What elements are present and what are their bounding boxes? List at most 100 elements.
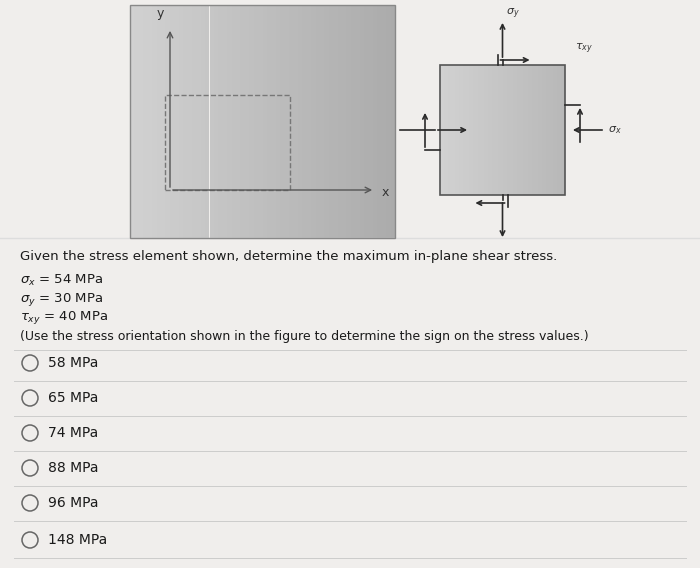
Bar [333,5,337,238]
Bar [316,5,320,238]
Bar [522,65,524,195]
Bar [262,5,267,238]
Bar [232,5,236,238]
Text: y: y [156,7,164,20]
Text: $\sigma_x$: $\sigma_x$ [608,124,622,136]
Bar [245,5,249,238]
Bar [511,65,513,195]
Bar [320,5,324,238]
Bar [139,5,143,238]
Bar [267,5,272,238]
Bar [289,5,293,238]
Bar [342,5,346,238]
Bar [373,5,377,238]
Bar [473,65,475,195]
Bar [556,65,559,195]
Bar [492,65,494,195]
Bar [178,5,183,238]
Bar [486,65,488,195]
Bar [214,5,218,238]
Text: 74 MPa: 74 MPa [48,426,98,440]
Bar [513,65,515,195]
Bar [329,5,333,238]
Bar [550,65,552,195]
Bar [201,5,205,238]
Bar [364,5,368,238]
Text: Given the stress element shown, determine the maximum in-plane shear stress.: Given the stress element shown, determin… [20,250,557,263]
Bar [494,65,496,195]
Bar [240,5,245,238]
Bar [148,5,152,238]
Bar [442,65,444,195]
Bar [311,5,316,238]
Text: $\sigma_x$ = 54 MPa: $\sigma_x$ = 54 MPa [20,273,103,288]
Bar [368,5,373,238]
Bar [498,65,500,195]
Text: 65 MPa: 65 MPa [48,391,99,405]
Bar [258,5,262,238]
Bar [130,5,395,238]
Bar [469,65,471,195]
Bar [161,5,165,238]
Bar [272,5,276,238]
Bar [188,5,192,238]
Bar [351,5,356,238]
Bar [165,5,169,238]
Bar [228,5,232,238]
Bar [386,5,391,238]
Text: $\tau_{xy}$ = 40 MPa: $\tau_{xy}$ = 40 MPa [20,309,108,326]
Bar [218,5,223,238]
Bar [144,5,148,238]
Bar [509,65,511,195]
Bar [490,65,492,195]
Bar [456,65,459,195]
Text: 96 MPa: 96 MPa [48,496,99,510]
Bar [440,65,565,195]
Bar [183,5,188,238]
Bar [253,5,258,238]
Bar [465,65,467,195]
Bar [447,65,448,195]
Bar [471,65,473,195]
Bar [192,5,196,238]
Bar [526,65,528,195]
Bar [324,5,329,238]
Bar [538,65,540,195]
Text: x: x [382,186,389,199]
Text: $\sigma_y$: $\sigma_y$ [507,6,520,21]
Bar [458,65,461,195]
Bar [236,5,240,238]
Bar [209,5,214,238]
Text: 148 MPa: 148 MPa [48,533,107,547]
Bar [223,5,228,238]
Bar [169,5,174,238]
Bar [540,65,542,195]
Bar [302,5,307,238]
Bar [496,65,498,195]
Bar [298,5,302,238]
Bar [157,5,161,238]
Text: 58 MPa: 58 MPa [48,356,99,370]
Bar [249,5,253,238]
Bar [377,5,382,238]
Bar [355,5,360,238]
Bar [205,5,209,238]
Bar [519,65,522,195]
Bar [440,65,442,195]
Bar [528,65,530,195]
Bar [548,65,550,195]
Bar [467,65,469,195]
Bar [461,65,463,195]
Bar [285,5,289,238]
Bar [552,65,554,195]
Bar [276,5,280,238]
Text: $\sigma_y$ = 30 MPa: $\sigma_y$ = 30 MPa [20,291,103,308]
Bar [391,5,395,238]
Bar [546,65,548,195]
Bar [444,65,447,195]
Bar [559,65,561,195]
Bar [165,95,290,190]
Bar [337,5,342,238]
Bar [530,65,532,195]
Bar [307,5,311,238]
